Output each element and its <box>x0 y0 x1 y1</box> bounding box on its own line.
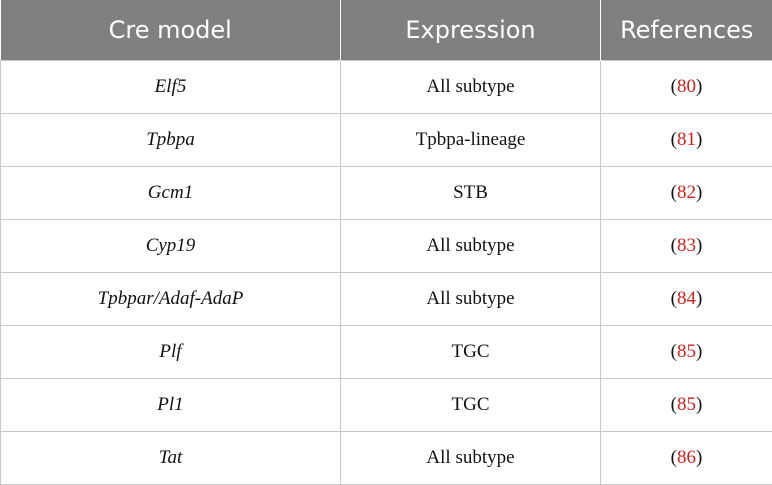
column-header: Expression <box>341 0 601 61</box>
expression: STB <box>341 167 601 220</box>
column-header: References <box>601 0 772 61</box>
expression: All subtype <box>341 61 601 114</box>
column-header: Cre model <box>1 0 341 61</box>
reference: (85) <box>601 379 772 432</box>
cre-model: Tat <box>1 432 341 485</box>
reference-number[interactable]: 85 <box>677 394 696 415</box>
expression: Tpbpa-lineage <box>341 114 601 167</box>
reference: (85) <box>601 326 772 379</box>
cre-model: Tpbpar/Adaf-AdaP <box>1 273 341 326</box>
reference-number[interactable]: 81 <box>677 129 696 150</box>
cre-model: Plf <box>1 326 341 379</box>
reference-number[interactable]: 80 <box>677 76 696 97</box>
reference-number[interactable]: 83 <box>677 235 696 256</box>
expression: All subtype <box>341 432 601 485</box>
reference: (83) <box>601 220 772 273</box>
reference-number[interactable]: 86 <box>677 447 696 468</box>
cre-model: Cyp19 <box>1 220 341 273</box>
cre-model: Gcm1 <box>1 167 341 220</box>
expression: TGC <box>341 379 601 432</box>
cre-model: Tpbpa <box>1 114 341 167</box>
reference: (81) <box>601 114 772 167</box>
reference: (80) <box>601 61 772 114</box>
expression: TGC <box>341 326 601 379</box>
cre-model: Pl1 <box>1 379 341 432</box>
expression: All subtype <box>341 220 601 273</box>
expression: All subtype <box>341 273 601 326</box>
reference-number[interactable]: 84 <box>677 288 696 309</box>
reference: (86) <box>601 432 772 485</box>
reference-number[interactable]: 85 <box>677 341 696 362</box>
cre-model: Elf5 <box>1 61 341 114</box>
reference-number[interactable]: 82 <box>677 182 696 203</box>
reference: (84) <box>601 273 772 326</box>
reference: (82) <box>601 167 772 220</box>
